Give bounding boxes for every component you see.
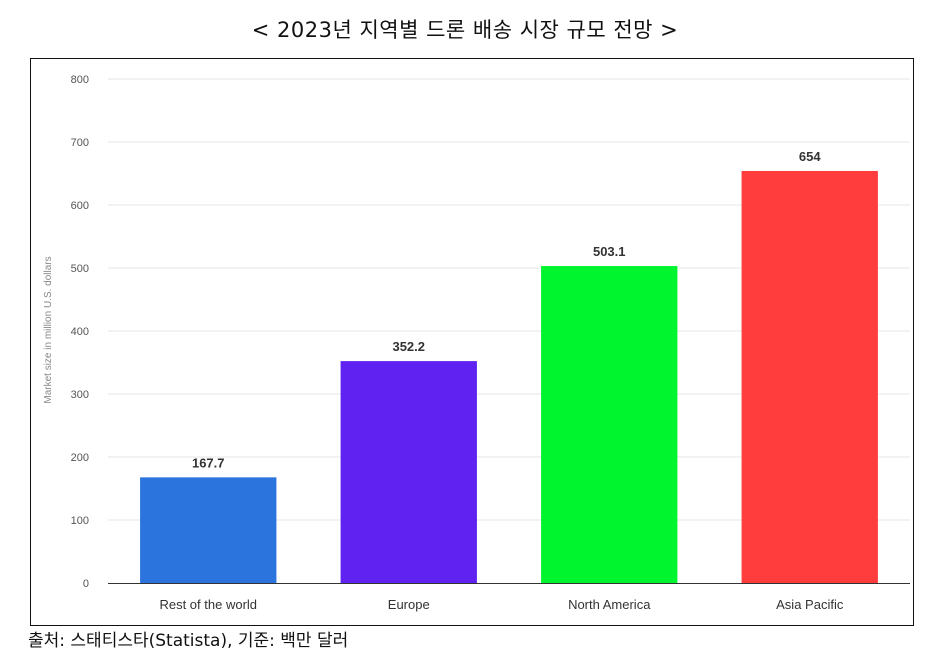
y-tick-label: 100 bbox=[71, 515, 89, 527]
data-label: 167.7 bbox=[192, 455, 225, 470]
y-tick-label: 700 bbox=[71, 137, 89, 149]
bar-rest-of-the-world bbox=[140, 477, 277, 583]
y-tick-label: 200 bbox=[71, 452, 89, 464]
chart-title: < 2023년 지역별 드론 배송 시장 규모 전망 > bbox=[251, 18, 679, 42]
y-axis-label: Market size in million U.S. dollars bbox=[43, 256, 54, 403]
y-axis-ticks: 0 100 200 300 400 500 600 700 800 bbox=[71, 74, 89, 590]
bar-asia-pacific bbox=[741, 170, 878, 584]
bar-north-america bbox=[541, 266, 678, 583]
y-tick-label: 800 bbox=[71, 74, 89, 86]
data-labels: 167.7 352.2 503.1 654 bbox=[192, 149, 821, 470]
y-tick-label: 500 bbox=[71, 263, 89, 275]
y-tick-label: 600 bbox=[71, 200, 89, 212]
x-category-label: Europe bbox=[388, 597, 430, 612]
data-label: 352.2 bbox=[392, 339, 425, 354]
x-category-label: North America bbox=[568, 597, 651, 612]
x-category-label: Rest of the world bbox=[159, 597, 257, 612]
y-tick-label: 300 bbox=[71, 389, 89, 401]
bar-europe bbox=[340, 361, 477, 583]
x-category-label: Asia Pacific bbox=[776, 597, 844, 612]
bars bbox=[140, 170, 878, 584]
y-tick-label: 0 bbox=[83, 578, 89, 590]
data-label: 503.1 bbox=[593, 244, 626, 259]
source-note: 출처: 스태티스타(Statista), 기준: 백만 달러 bbox=[28, 631, 349, 651]
y-tick-label: 400 bbox=[71, 326, 89, 338]
x-axis-categories: Rest of the world Europe North America Asia… bbox=[159, 597, 843, 612]
data-label: 654 bbox=[799, 149, 821, 164]
